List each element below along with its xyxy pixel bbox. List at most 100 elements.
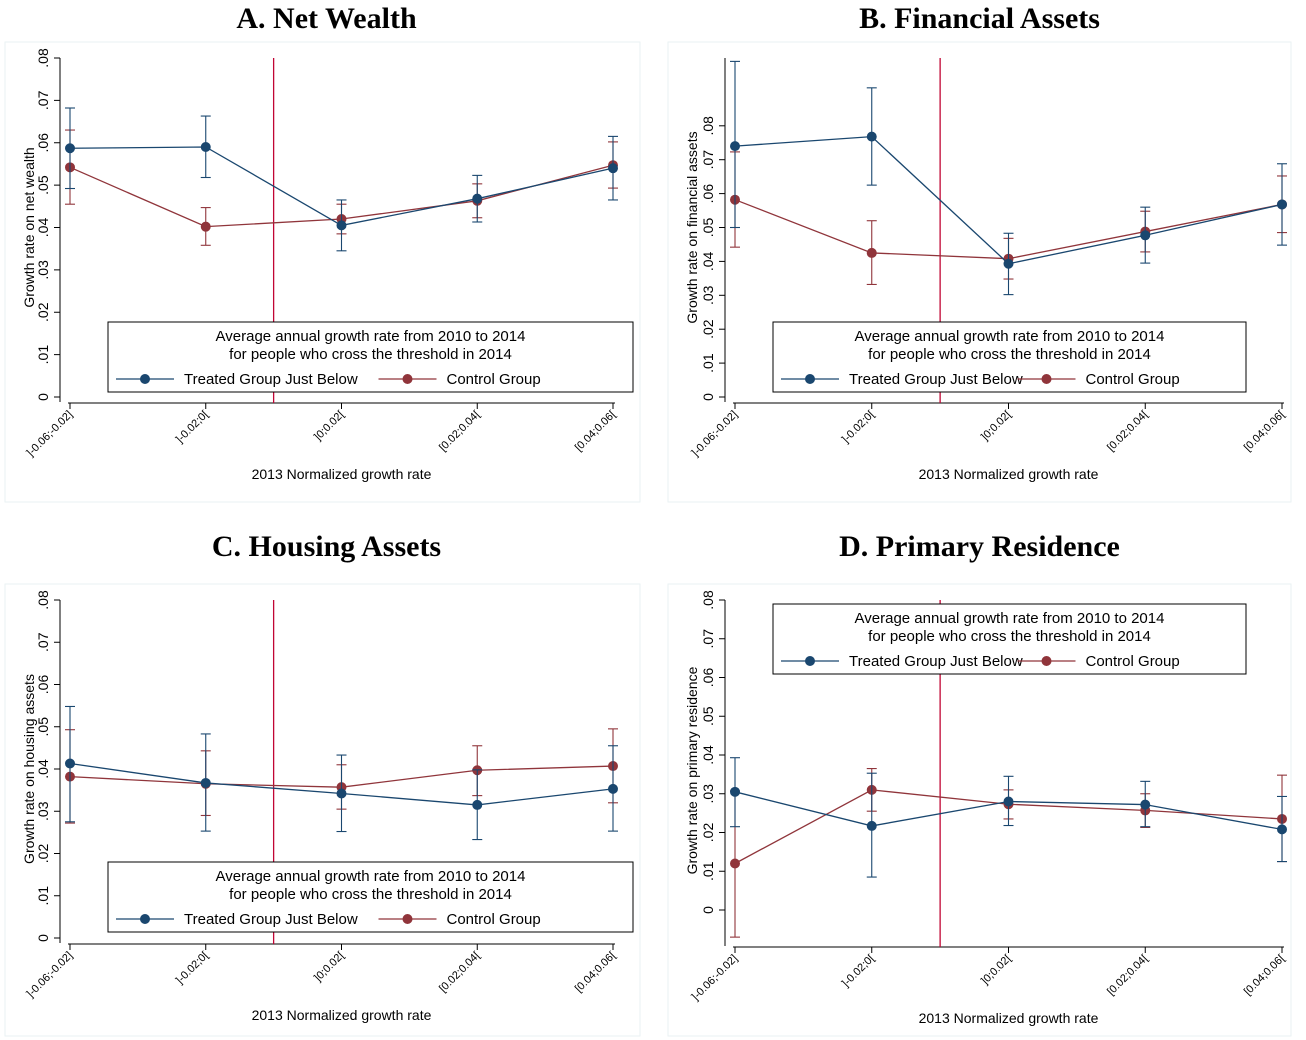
chart-c: 0 .01 .02 .03 .04 .05 .06 .07 .08 Growth rate on … xyxy=(4,583,641,1037)
data-point xyxy=(200,777,211,788)
legend-swatch-marker xyxy=(1041,374,1052,384)
data-point xyxy=(1277,824,1287,835)
legend-label: Control Group xyxy=(1086,653,1180,670)
legend-swatch-marker xyxy=(140,914,150,924)
y-tick-label: .04 xyxy=(700,251,716,271)
data-point xyxy=(608,783,618,794)
x-tick-label: [0.04;0.06[ xyxy=(1242,409,1287,454)
chart-title: A. Net Wealth xyxy=(236,2,417,35)
data-point xyxy=(866,247,877,258)
legend-title: for people who cross the threshold in 20… xyxy=(868,346,1151,363)
x-tick-label: [0.04;0.06[ xyxy=(1242,953,1287,998)
y-tick-label: .04 xyxy=(35,218,51,238)
legend-title: for people who cross the threshold in 20… xyxy=(229,886,512,903)
data-point xyxy=(1140,230,1151,241)
data-point xyxy=(65,143,75,154)
legend-label: Treated Group Just Below xyxy=(184,911,358,928)
legend-label: Treated Group Just Below xyxy=(849,653,1023,670)
x-tick-label: [0.04;0.06[ xyxy=(573,409,618,454)
data-point xyxy=(1277,199,1287,210)
data-point xyxy=(866,820,877,831)
data-point xyxy=(608,163,618,174)
x-axis-label: 2013 Normalized growth rate xyxy=(252,466,432,482)
y-tick-label: .08 xyxy=(35,48,51,68)
data-point xyxy=(200,141,211,152)
y-tick-label: .04 xyxy=(35,759,51,779)
data-point xyxy=(1003,258,1014,269)
data-point xyxy=(730,786,740,797)
legend-box xyxy=(107,861,634,933)
legend-label: Treated Group Just Below xyxy=(849,371,1023,388)
y-tick-label: .03 xyxy=(700,784,716,804)
y-tick-label: .04 xyxy=(700,745,716,765)
x-tick-label: ]0;0.02[ xyxy=(979,409,1013,443)
y-tick-label: .07 xyxy=(700,150,716,170)
panel-d: D. Primary Residence 0 .01 .02 .03 .04 .05 .06… xyxy=(653,520,1306,1040)
legend-box xyxy=(772,603,1247,675)
x-tick-label: ]-0.02;0[ xyxy=(174,950,211,987)
plot-frame xyxy=(667,583,1292,1037)
legend-swatch-marker xyxy=(805,374,815,384)
legend-title: Average annual growth rate from 2010 to … xyxy=(216,328,526,345)
legend-swatch-marker xyxy=(402,914,413,924)
chart-a: 0 .01 .02 .03 .04 .05 .06 .07 .08 Growth rate on … xyxy=(4,41,641,503)
x-axis-label: 2013 Normalized growth rate xyxy=(919,1010,1099,1026)
legend-title: Average annual growth rate from 2010 to … xyxy=(855,610,1165,627)
y-tick-label: .01 xyxy=(700,353,716,373)
legend-label: Control Group xyxy=(447,371,541,388)
panel-c: C. Housing Assets 0 .01 .02 .03 .04 .05 .06 .07… xyxy=(0,520,653,1040)
data-point xyxy=(866,131,877,142)
legend-swatch-marker xyxy=(140,374,150,384)
x-tick-label: ]0;0.02[ xyxy=(979,953,1013,987)
y-tick-label: 0 xyxy=(700,906,716,914)
chart-title: D. Primary Residence xyxy=(839,530,1120,563)
y-tick-label: .02 xyxy=(700,319,716,339)
y-axis-label: Growth rate on housing assets xyxy=(21,674,37,864)
legend-swatch-marker xyxy=(1041,656,1052,666)
y-tick-label: .03 xyxy=(700,285,716,305)
x-tick-label: [0.02;0.04[ xyxy=(1105,409,1150,454)
plot-frame xyxy=(4,583,641,1037)
legend-label: Treated Group Just Below xyxy=(184,371,358,388)
y-tick-label: .06 xyxy=(700,184,716,204)
data-point xyxy=(730,141,740,152)
y-tick-label: .06 xyxy=(35,675,51,695)
data-point xyxy=(472,193,483,204)
y-tick-label: .05 xyxy=(35,175,51,195)
plot-frame xyxy=(667,41,1292,503)
y-axis-label: Growth rate on primary residence xyxy=(684,666,700,874)
y-tick-label: .05 xyxy=(700,706,716,726)
legend-title: Average annual growth rate from 2010 to … xyxy=(216,868,526,885)
x-axis-label: 2013 Normalized growth rate xyxy=(252,1007,432,1023)
y-tick-label: .06 xyxy=(35,133,51,153)
y-tick-label: .08 xyxy=(700,116,716,136)
plot-frame xyxy=(4,41,641,503)
y-tick-label: .02 xyxy=(35,302,51,322)
data-point xyxy=(336,788,347,799)
legend-label: Control Group xyxy=(447,911,541,928)
y-tick-label: .03 xyxy=(35,260,51,280)
y-tick-label: .07 xyxy=(35,90,51,110)
y-tick-label: .03 xyxy=(35,801,51,821)
y-tick-label: .01 xyxy=(35,345,51,365)
x-tick-label: ]-0.06;-0.02] xyxy=(690,409,740,459)
legend-box xyxy=(772,321,1247,393)
y-tick-label: .05 xyxy=(35,717,51,737)
legend-title: for people who cross the threshold in 20… xyxy=(868,628,1151,645)
x-tick-label: [0.02;0.04[ xyxy=(437,409,482,454)
data-point xyxy=(336,220,347,231)
panel-a: A. Net Wealth 0 .01 .02 .03 .04 .05 .06 .07 .08 G… xyxy=(0,0,653,520)
data-point xyxy=(1140,799,1151,810)
y-tick-label: .01 xyxy=(35,886,51,906)
y-axis-label: Growth rate on financial assets xyxy=(684,131,700,323)
x-axis-label: 2013 Normalized growth rate xyxy=(919,466,1099,482)
legend-label: Control Group xyxy=(1086,371,1180,388)
y-tick-label: .07 xyxy=(35,632,51,652)
y-tick-label: .02 xyxy=(700,823,716,843)
y-tick-label: 0 xyxy=(35,934,51,942)
legend-title: Average annual growth rate from 2010 to … xyxy=(855,328,1165,345)
chart-title: C. Housing Assets xyxy=(211,530,442,563)
x-tick-label: [0.04;0.06[ xyxy=(573,950,618,995)
x-tick-label: [0.02;0.04[ xyxy=(437,950,482,995)
